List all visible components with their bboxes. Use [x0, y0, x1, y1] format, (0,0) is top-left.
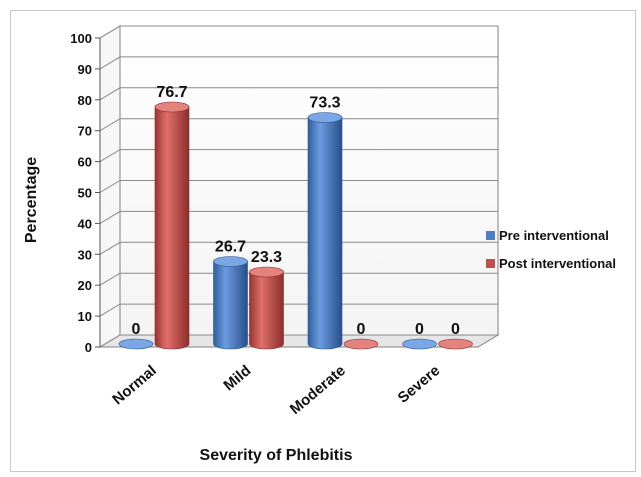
- x-axis-title: Severity of Phlebitis: [200, 447, 353, 464]
- bar-post-moderate: [343, 338, 379, 350]
- legend-label: Pre interventional: [499, 228, 609, 243]
- bar-post-severe: [438, 338, 473, 350]
- data-label: 0: [415, 321, 424, 338]
- x-tick-label: Mild: [220, 362, 254, 394]
- legend-swatch: [486, 231, 495, 240]
- gridline: [99, 303, 498, 317]
- bar-pre-mild: [213, 256, 248, 350]
- x-axis-ticks: Normal Mild Moderate Severe: [109, 362, 443, 418]
- y-tick-label: 10: [78, 309, 92, 324]
- gridline: [99, 118, 498, 132]
- gridline: [99, 241, 498, 255]
- legend: Pre interventional Post interventional: [486, 228, 616, 271]
- chart-frame: [10, 10, 636, 472]
- data-label: 73.3: [309, 95, 340, 112]
- bar-pre-severe: [402, 338, 437, 350]
- x-tick-label: Severe: [395, 362, 444, 407]
- bar-pre-moderate: [307, 112, 343, 350]
- gridline: [99, 334, 498, 348]
- x-tick-label: Moderate: [287, 362, 349, 418]
- y-tick-label: 60: [78, 155, 92, 170]
- legend-item-pre: Pre interventional: [486, 228, 609, 243]
- y-tick-label: 70: [78, 124, 92, 139]
- gridline: [99, 56, 498, 70]
- gridline: [99, 210, 498, 224]
- data-label: 26.7: [215, 238, 246, 255]
- data-labels: 0 76.7 26.7 23.3 73.3 0 0 0: [132, 84, 461, 338]
- legend-item-post: Post interventional: [486, 256, 616, 271]
- gridline: [99, 25, 498, 39]
- legend-swatch: [486, 259, 495, 268]
- y-tick-label: 20: [78, 278, 92, 293]
- y-tick-label: 30: [78, 247, 92, 262]
- y-tick-label: 100: [70, 31, 92, 46]
- gridline: [99, 272, 498, 286]
- y-tick-label: 90: [78, 62, 92, 77]
- y-tick-label: 40: [78, 216, 92, 231]
- legend-label: Post interventional: [499, 256, 616, 271]
- gridline: [99, 180, 498, 193]
- gridlines: [99, 25, 498, 348]
- gridline: [99, 149, 498, 163]
- gridline: [99, 87, 498, 101]
- y-axis-ticks: 0 10 20 30 40 50 60 70 80 90 100: [70, 31, 101, 355]
- y-tick-label: 0: [85, 340, 92, 355]
- data-label: 0: [451, 321, 460, 338]
- data-label: 76.7: [156, 84, 187, 101]
- y-tick-label: 50: [78, 186, 92, 201]
- data-label: 0: [357, 321, 366, 338]
- x-tick-label: Normal: [109, 362, 160, 408]
- y-axis-title: Percentage: [23, 157, 40, 243]
- bars: [118, 101, 473, 350]
- y-tick-label: 80: [78, 93, 92, 108]
- bar-post-mild: [249, 266, 284, 350]
- bar-pre-normal: [118, 338, 154, 350]
- data-label: 0: [132, 321, 141, 338]
- bar-post-normal: [154, 101, 190, 350]
- data-label: 23.3: [251, 249, 282, 266]
